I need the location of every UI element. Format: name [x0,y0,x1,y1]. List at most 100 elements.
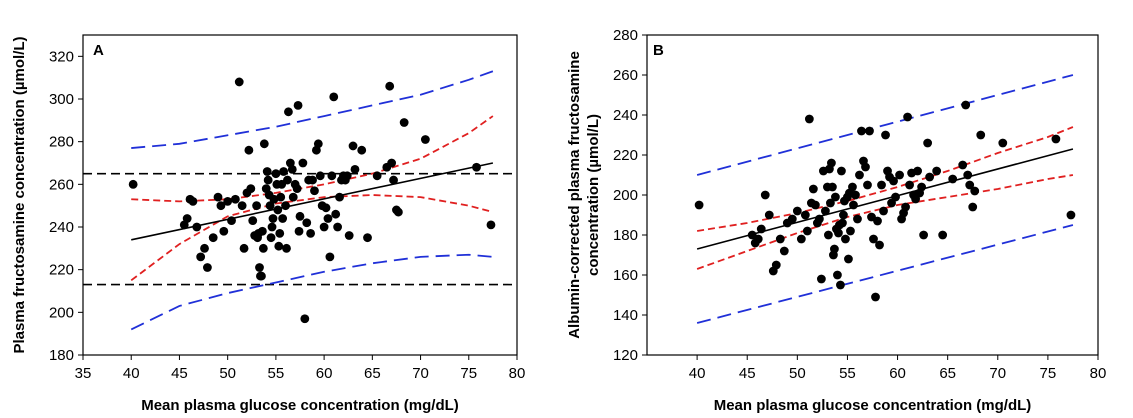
x-tick-label: 50 [219,365,236,382]
data-point [313,139,323,149]
x-tick-label: 65 [939,365,956,382]
y-tick-label: 180 [49,347,74,364]
data-point [830,244,839,254]
y-axis-label: Albumin-corrected plasma fructosamine con… [566,51,602,339]
y-tick-label: 220 [49,262,74,279]
data-point [1066,210,1076,220]
data-point [387,158,397,168]
y-tick-label: 260 [613,67,638,84]
prediction-interval-upper [696,74,1074,176]
data-point [246,184,256,194]
data-point [306,229,316,238]
prediction-interval-lower [130,253,493,331]
data-point [342,171,352,181]
data-point [802,226,812,236]
data-point [196,252,206,262]
confidence-interval-upper [131,115,494,203]
data-point [266,233,276,243]
y-tick-label: 200 [613,187,638,204]
data-point [486,220,496,230]
data-point [901,202,910,212]
data-point [331,209,341,219]
data-point [257,226,267,236]
data-point [344,231,354,240]
data-point [363,233,372,243]
data-point [760,190,770,200]
x-axis-label: Mean plasma glucose concentration (mg/dL… [714,397,1032,414]
data-point [276,192,286,202]
prediction-interval-upper [131,70,494,149]
data-point [938,230,948,240]
data-point [913,166,922,176]
data-point [310,186,319,196]
data-point [871,292,880,302]
data-point [269,194,279,204]
data-point [265,201,275,211]
data-point [420,135,430,144]
data-point [271,169,281,179]
data-point [903,112,912,122]
data-point [213,192,223,202]
data-point [216,201,226,211]
prediction-interval-lower [696,224,1074,324]
data-point [826,198,835,208]
panel-label: B [653,42,664,59]
data-point [771,260,781,270]
confidence-interval-upper [696,126,1074,232]
data-point [259,139,269,149]
data-point [837,166,846,176]
data-point [998,138,1008,148]
data-point [839,210,848,220]
x-tick-label: 75 [1040,365,1057,382]
data-point [327,171,337,181]
data-point [287,165,297,174]
data-point [279,167,289,176]
x-tick-label: 60 [889,365,906,382]
data-point [329,92,339,102]
data-point [128,179,138,189]
data-point [976,130,986,140]
x-tick-label: 55 [839,365,856,382]
data-point [192,222,202,232]
data-point [321,203,331,213]
data-point [278,214,288,223]
data-point [877,180,886,190]
data-point [869,234,878,244]
data-point [834,228,843,238]
data-point [961,100,971,110]
data-point [230,194,240,204]
data-point [889,176,898,186]
data-point [372,171,382,181]
data-point [838,218,847,228]
data-point [816,274,826,284]
data-point [257,271,266,281]
data-point [923,138,933,148]
data-point [203,263,212,272]
x-tick-label: 70 [989,365,1006,382]
data-point [267,222,277,232]
data-point [965,180,975,190]
data-point [244,145,254,155]
y-tick-label: 200 [49,304,74,321]
data-point [756,224,766,234]
data-point [827,158,836,168]
data-point [841,234,850,244]
x-tick-label: 75 [460,365,477,382]
data-point [223,197,233,206]
data-point [275,229,285,238]
data-point [831,192,840,202]
data-point [846,226,855,236]
data-point [824,230,833,240]
data-point [273,205,283,215]
data-point [814,214,824,224]
y-axis-label: Plasma fructosamine concentration (µmol/… [11,36,28,353]
data-point [472,162,481,172]
y-tick-label: 280 [49,134,74,151]
data-point [255,263,264,272]
data-point [694,200,704,210]
data-point [833,270,842,280]
x-tick-label: 70 [412,365,429,382]
y-tick-label: 260 [49,176,74,193]
data-point [857,126,866,136]
